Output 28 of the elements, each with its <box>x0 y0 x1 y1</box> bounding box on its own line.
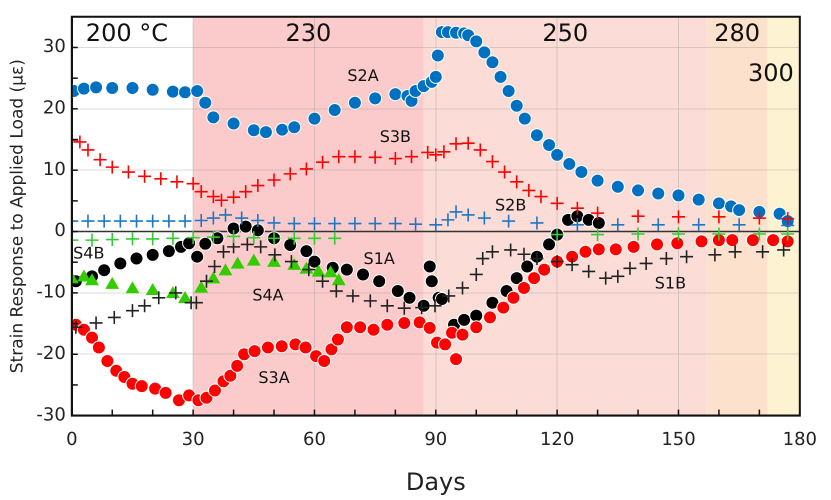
y-tick-label: -30 <box>36 404 66 426</box>
band-label: 250 <box>542 19 588 48</box>
series-label: S3A <box>258 368 290 387</box>
y-tick-label: -20 <box>36 342 66 364</box>
series-label: S1A <box>364 248 395 268</box>
band-label: 300 <box>748 59 794 88</box>
band-label: 230 <box>286 19 332 48</box>
y-tick-label: 0 <box>54 220 66 242</box>
y-axis-title: Strain Response to Applied Load (με) <box>8 59 28 374</box>
band-label: 280 <box>714 19 760 48</box>
x-tick-label: 180 <box>782 429 817 450</box>
y-tick-label: -10 <box>36 282 66 303</box>
y-tick-label: 30 <box>42 36 66 58</box>
series-label: S1B <box>654 273 686 292</box>
series-label: S4A <box>252 286 284 305</box>
x-tick-label: 30 <box>182 429 205 450</box>
y-tick-label: 20 <box>42 98 66 119</box>
annotation: 200 °C <box>86 19 168 48</box>
x-axis-title: Days <box>406 468 466 496</box>
series-label: S4B <box>73 243 104 262</box>
y-tick-label: 10 <box>42 158 66 180</box>
series-label: S2A <box>347 66 379 86</box>
series-label: S3B <box>380 126 412 146</box>
x-tick-label: 150 <box>661 429 696 450</box>
x-tick-label: 90 <box>424 429 448 450</box>
x-tick-label: 120 <box>540 429 574 450</box>
series-label: S2B <box>494 196 526 215</box>
x-tick-label: 60 <box>303 429 326 450</box>
